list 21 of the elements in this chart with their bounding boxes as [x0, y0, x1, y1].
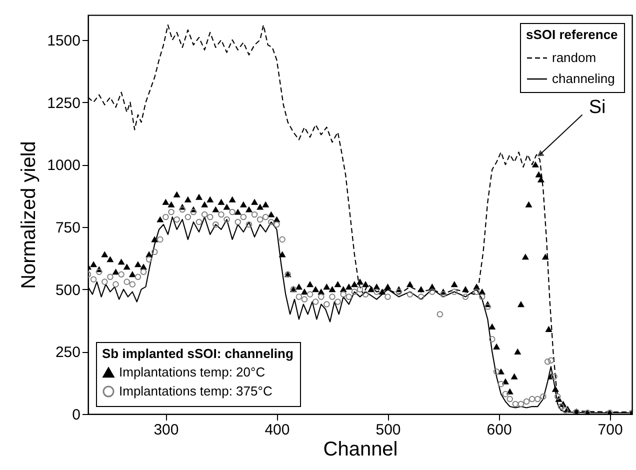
text: Sb implanted sSOI: channeling [102, 346, 294, 361]
legend-label: Implantations temp: 20°C [119, 364, 266, 380]
y-axis-title: Normalized yield [18, 141, 40, 289]
y-tick-label: 1500 [47, 32, 80, 50]
x-tick-label: 400 [264, 422, 290, 438]
annotation: Si [588, 96, 606, 118]
y-tick-label: 1250 [47, 94, 80, 112]
y-tick-label: 250 [55, 344, 80, 362]
legend-label: random [552, 50, 596, 65]
y-tick-label: 750 [55, 219, 80, 236]
x-tick-label: 300 [154, 422, 179, 438]
y-tick-label: 1000 [47, 157, 80, 174]
x-tick-label: 700 [598, 422, 623, 438]
x-tick-label: 500 [376, 422, 401, 438]
y-tick-label: 0 [72, 406, 80, 424]
legend-label: channeling [552, 71, 615, 86]
legend-label: Implantations temp: 375°C [119, 384, 272, 398]
x-axis-title: Channel [323, 438, 398, 460]
x-tick-label: 600 [486, 422, 512, 438]
y-tick-label: 500 [55, 282, 80, 299]
text: sSOI reference [526, 27, 618, 42]
